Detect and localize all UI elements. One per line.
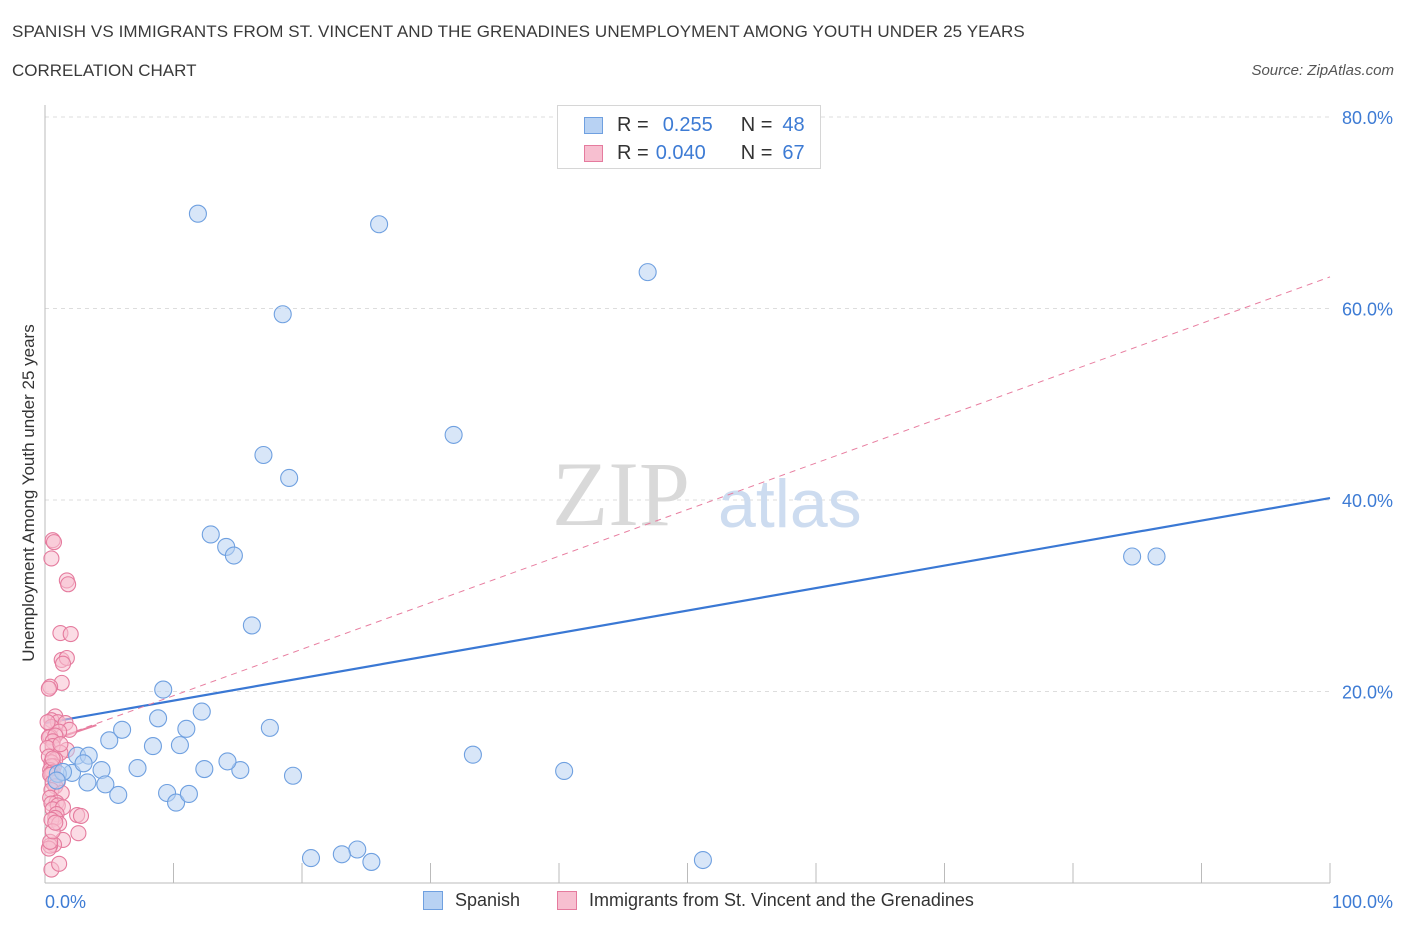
immigrants-point xyxy=(70,825,87,842)
immigrants-point xyxy=(62,625,79,643)
spanish-point xyxy=(192,702,211,721)
spanish-point xyxy=(177,719,196,738)
spanish-point xyxy=(463,745,482,764)
immigrants-point xyxy=(60,576,77,593)
trendline-immigrants xyxy=(44,276,1331,743)
immigrants-point xyxy=(40,680,57,697)
spanish-point xyxy=(100,731,119,750)
tick-labels: 20.0% 40.0% 60.0% 80.0% 0.0% 100.0% xyxy=(45,108,1393,912)
legend-swatch-immigrants xyxy=(584,144,603,162)
y-tick-label: 20.0% xyxy=(1342,683,1393,703)
spanish-point xyxy=(348,840,367,859)
y-tick-label: 40.0% xyxy=(1342,491,1393,511)
immigrants-point xyxy=(51,855,68,872)
y-tick-label: 60.0% xyxy=(1342,300,1393,320)
immigrants-point xyxy=(44,750,61,767)
legend-label-immigrants: Immigrants from St. Vincent and the Gren… xyxy=(589,890,974,910)
spanish-point xyxy=(1123,547,1142,566)
immigrants-point xyxy=(43,550,60,567)
correlation-legend: R = 0.255 N = 48 R = 0.040 N = 67 xyxy=(557,105,821,169)
spanish-point xyxy=(693,850,712,870)
spanish-point xyxy=(555,761,574,781)
spanish-point xyxy=(154,680,173,699)
spanish-point xyxy=(74,754,93,773)
legend-item-spanish: Spanish xyxy=(423,890,520,911)
spanish-point xyxy=(1147,547,1166,566)
spanish-point xyxy=(370,215,389,234)
legend-r-label: R = xyxy=(617,113,649,136)
spanish-point xyxy=(96,775,115,794)
spanish-point xyxy=(638,263,657,282)
legend-n-value: 67 xyxy=(782,141,805,164)
immigrants-point xyxy=(72,807,90,825)
spanish-point xyxy=(109,785,128,804)
legend-row-immigrants: R = 0.040 N = 67 xyxy=(584,141,805,165)
immigrants-point xyxy=(45,534,63,551)
spanish-point xyxy=(113,720,132,739)
legend-r-value: 0.040 xyxy=(655,141,706,164)
spanish-point xyxy=(301,849,321,868)
trendline-spanish xyxy=(44,497,1331,725)
spanish-point xyxy=(273,305,292,324)
immigrants-point xyxy=(54,655,72,672)
spanish-point xyxy=(224,546,243,565)
chart-subtitle: CORRELATION CHART xyxy=(12,61,197,80)
watermark: ZIP atlas xyxy=(552,443,862,545)
spanish-point xyxy=(444,425,463,444)
watermark-zip: ZIP xyxy=(552,443,690,545)
chart-title: SPANISH VS IMMIGRANTS FROM ST. VINCENT A… xyxy=(12,22,1025,41)
spanish-point xyxy=(201,525,220,544)
x-tick-label-min: 0.0% xyxy=(45,892,86,912)
legend-label-spanish: Spanish xyxy=(455,890,521,910)
spanish-point xyxy=(242,616,261,635)
series-legend: Spanish Immigrants from St. Vincent and … xyxy=(0,890,1406,916)
legend-swatch-spanish xyxy=(584,116,603,134)
source-credit: Source: ZipAtlas.com xyxy=(1251,62,1394,79)
spanish-point xyxy=(280,468,299,488)
spanish-point xyxy=(47,771,66,790)
gridlines xyxy=(45,116,1330,692)
spanish-point xyxy=(78,773,97,792)
legend-n-label: N = xyxy=(740,141,773,164)
immigrants-point xyxy=(52,736,69,753)
spanish-point xyxy=(149,709,168,728)
spanish-point xyxy=(231,760,250,780)
legend-item-immigrants: Immigrants from St. Vincent and the Gren… xyxy=(557,890,974,911)
legend-r-value: 0.255 xyxy=(662,113,713,136)
legend-r-label: R = xyxy=(617,141,649,164)
spanish-point xyxy=(170,736,189,755)
spanish-point xyxy=(283,766,303,785)
legend-swatch-spanish xyxy=(423,891,443,910)
spanish-point xyxy=(218,752,237,771)
legend-row-spanish: R = 0.255 N = 48 xyxy=(584,113,805,137)
trendlines xyxy=(44,276,1331,744)
legend-swatch-immigrants xyxy=(557,891,577,910)
legend-n-value: 48 xyxy=(782,113,805,136)
watermark-atlas: atlas xyxy=(718,466,862,542)
spanish-point xyxy=(254,445,273,465)
spanish-point xyxy=(362,852,381,871)
data-points xyxy=(39,204,1166,878)
spanish-point xyxy=(195,760,214,779)
spanish-point xyxy=(260,718,279,737)
spanish-point xyxy=(167,793,186,812)
spanish-point xyxy=(332,845,351,864)
spanish-point xyxy=(179,784,198,804)
immigrants-point xyxy=(47,814,64,831)
spanish-point xyxy=(128,759,147,778)
spanish-point xyxy=(188,204,207,223)
immigrants-point xyxy=(39,714,56,731)
y-tick-label: 80.0% xyxy=(1342,108,1393,128)
spanish-point xyxy=(143,737,162,756)
legend-n-label: N = xyxy=(740,113,773,136)
x-tick-label-max: 100.0% xyxy=(1332,892,1393,912)
